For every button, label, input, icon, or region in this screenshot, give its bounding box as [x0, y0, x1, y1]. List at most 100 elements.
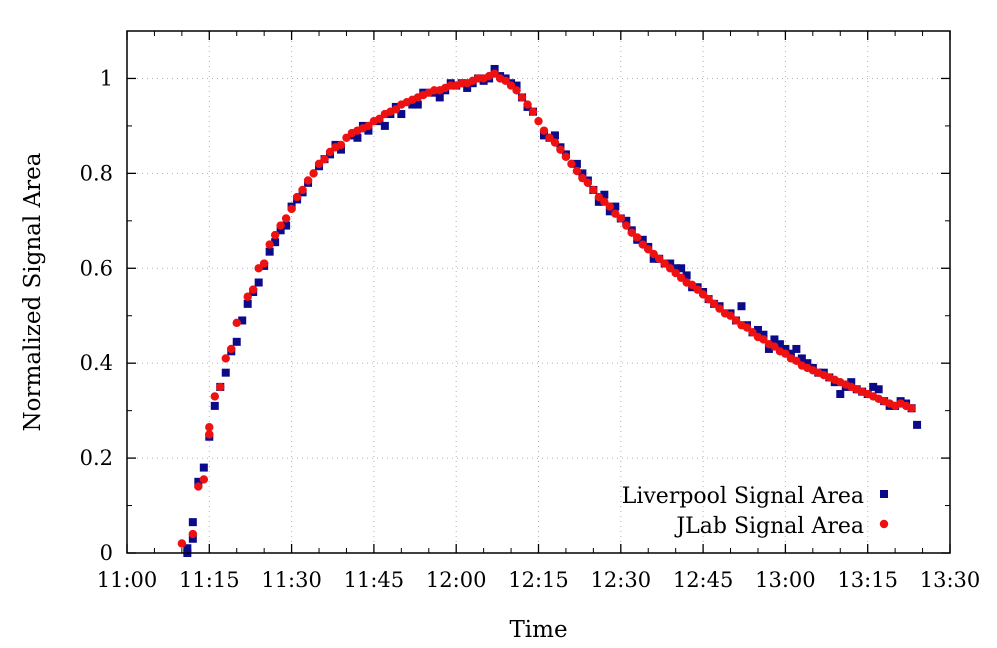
y-tick-label: 0 — [100, 541, 113, 565]
liverpool-point — [243, 299, 252, 308]
jlab-point — [259, 259, 269, 268]
liverpool-point — [435, 93, 444, 102]
jlab-point — [177, 539, 187, 548]
jlab-point — [205, 430, 214, 439]
jlab-point — [216, 382, 225, 392]
jlab-point — [534, 116, 543, 126]
jlab-point — [320, 154, 329, 164]
jlab-point — [375, 114, 384, 123]
jlab-point — [644, 245, 653, 254]
jlab-point — [781, 349, 790, 358]
liverpool-point — [194, 477, 203, 486]
liverpool-point — [512, 81, 521, 90]
liverpool-point — [622, 216, 631, 225]
jlab-point — [709, 299, 719, 309]
liverpool-point — [353, 133, 362, 142]
jlab-point — [715, 304, 724, 313]
axis-ticks — [126, 30, 951, 554]
jlab-point — [770, 342, 779, 351]
jlab-point — [248, 285, 258, 294]
jlab-point — [325, 147, 335, 157]
jlab-point — [578, 173, 587, 183]
liverpool-point — [764, 344, 773, 353]
jlab-point — [528, 107, 538, 116]
liverpool-point — [238, 316, 247, 325]
liverpool-point — [199, 463, 208, 472]
legend-marker-liverpool — [880, 490, 888, 498]
liverpool-point — [397, 110, 406, 119]
jlab-point — [506, 81, 516, 90]
liverpool-point — [539, 131, 548, 140]
liverpool-point — [759, 330, 768, 339]
liverpool-point — [797, 354, 806, 363]
grid-lines — [127, 31, 950, 553]
jlab-point — [292, 192, 302, 202]
x-tick-label: 11:45 — [344, 568, 405, 592]
jlab-point — [633, 233, 642, 242]
jlab-point — [611, 209, 620, 218]
series-jlab — [177, 69, 916, 548]
liverpool-point — [188, 534, 197, 543]
jlab-point — [221, 354, 230, 363]
jlab-point — [561, 152, 571, 161]
liverpool-point — [490, 64, 499, 73]
jlab-point — [616, 214, 625, 223]
jlab-point — [232, 318, 241, 328]
liverpool-point — [605, 207, 614, 216]
jlab-point — [907, 404, 916, 413]
x-tick-label: 12:15 — [508, 568, 569, 592]
y-tick-label: 0.2 — [80, 446, 113, 470]
jlab-point — [391, 105, 401, 114]
liverpool-point — [282, 221, 291, 230]
jlab-point — [655, 254, 664, 263]
jlab-point — [364, 121, 373, 131]
jlab-point — [589, 185, 598, 195]
legend: Liverpool Signal Area JLab Signal Area — [622, 484, 889, 539]
jlab-point — [704, 294, 713, 304]
liverpool-point — [183, 544, 192, 553]
liverpool-point — [408, 100, 417, 109]
jlab-point — [501, 76, 510, 86]
jlab-point — [638, 240, 647, 249]
jlab-point — [512, 86, 521, 95]
jlab-point — [199, 475, 209, 484]
y-tick-label: 0.4 — [80, 351, 113, 375]
liverpool-point — [413, 100, 422, 109]
jlab-point — [676, 273, 686, 282]
liverpool-point — [649, 254, 658, 263]
liverpool-point — [847, 378, 856, 387]
jlab-point — [336, 140, 346, 150]
x-tick-label: 11:30 — [261, 568, 322, 592]
legend-marker-jlab — [879, 519, 889, 529]
jlab-point — [270, 230, 280, 240]
liverpool-point — [874, 385, 883, 394]
y-axis-title: Normalized Signal Area — [20, 152, 46, 431]
jlab-point — [567, 159, 576, 169]
jlab-point — [265, 240, 274, 249]
jlab-point — [594, 192, 604, 202]
x-tick-labels: 11:00 11:15 11:30 11:45 12:00 12:15 12:30 12:45… — [97, 568, 981, 592]
jlab-point — [254, 264, 263, 273]
jlab-point — [303, 176, 313, 185]
liverpool-point — [803, 359, 812, 368]
jlab-point — [276, 221, 285, 230]
jlab-point — [342, 133, 351, 142]
jlab-point — [243, 292, 252, 301]
jlab-point — [605, 202, 615, 211]
liverpool-point — [682, 271, 691, 280]
liverpool-point — [572, 159, 581, 168]
jlab-point — [687, 280, 697, 290]
liverpool-point — [792, 344, 801, 353]
jlab-point — [665, 264, 675, 273]
jlab-point — [287, 204, 296, 214]
jlab-point — [792, 356, 801, 366]
liverpool-point — [232, 337, 241, 346]
y-tick-label: 0.6 — [80, 256, 113, 280]
jlab-point — [649, 249, 658, 259]
legend-label-liverpool: Liverpool Signal Area — [622, 484, 864, 509]
jlab-point — [309, 169, 318, 178]
jlab-point — [550, 138, 560, 147]
jlab-point — [660, 259, 669, 268]
x-tick-label: 11:00 — [97, 568, 158, 592]
